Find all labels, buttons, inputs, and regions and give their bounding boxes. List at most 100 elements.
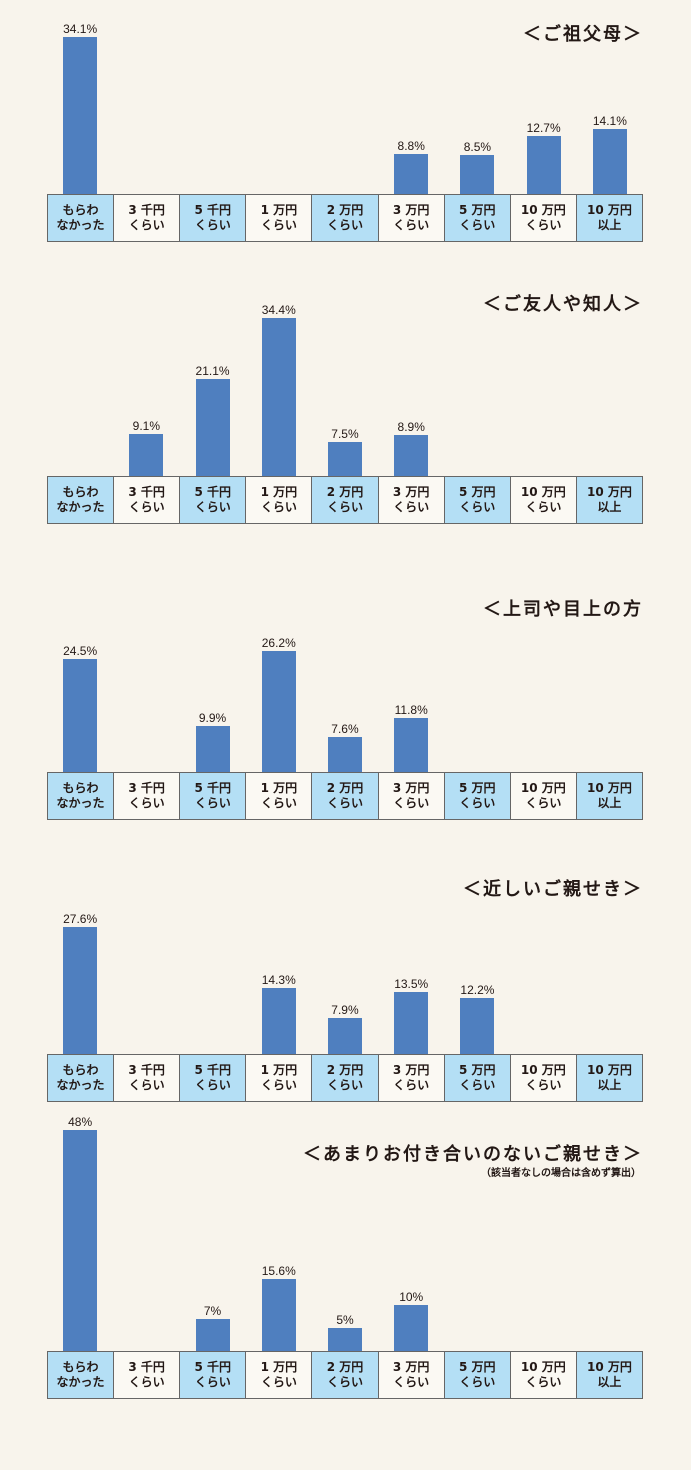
bar <box>327 1328 362 1351</box>
chart-title: ＜上司や目上の方 <box>483 599 643 620</box>
category-label: 2 万円 くらい <box>312 773 379 819</box>
data-label: 8.9% <box>397 420 425 435</box>
category-label: 3 万円 くらい <box>378 477 445 523</box>
category-label: 1 万円 くらい <box>246 477 313 523</box>
bar <box>129 434 164 476</box>
bar <box>261 988 296 1054</box>
bar <box>63 927 98 1054</box>
bar <box>195 1318 230 1351</box>
category-label: 5 万円 くらい <box>444 477 511 523</box>
category-label: 5 千円 くらい <box>180 477 247 523</box>
category-label: 5 千円 くらい <box>180 1055 247 1101</box>
category-label: 5 万円 くらい <box>444 1055 511 1101</box>
category-label: 10 万円 くらい <box>510 773 577 819</box>
bar <box>526 135 561 194</box>
bar <box>63 659 98 772</box>
data-label: 34.1% <box>63 22 98 37</box>
bar <box>394 991 429 1054</box>
category-label: 3 千円 くらい <box>114 195 181 241</box>
bar <box>394 153 429 194</box>
category-label: 10 万円 以上 <box>576 1055 642 1101</box>
bar <box>394 435 429 476</box>
data-label: 27.6% <box>63 912 98 927</box>
data-label: 48% <box>68 1115 93 1130</box>
category-axis: もらわ なかった 3 千円 くらい 5 千円 くらい 1 万円 くらい 2 万円 くらい… <box>47 772 643 820</box>
category-label: 3 千円 くらい <box>114 773 181 819</box>
category-label: 2 万円 くらい <box>312 1055 379 1101</box>
bar <box>327 737 362 772</box>
category-axis: もらわ なかった 3 千円 くらい 5 千円 くらい 1 万円 くらい 2 万円 くらい… <box>47 1054 643 1102</box>
data-label: 12.7% <box>526 120 561 135</box>
category-label: もらわ なかった <box>48 1055 115 1101</box>
category-label: 10 万円 くらい <box>510 195 577 241</box>
bar <box>261 317 296 476</box>
category-label: 10 万円 くらい <box>510 1055 577 1101</box>
chart-5: ＜あまりお付き合いのないご親せき＞ （該当者なしの場合は含めず算出） 48% 7% 15… <box>0 1115 691 1401</box>
category-label: 3 万円 くらい <box>378 773 445 819</box>
data-label: 5% <box>336 1313 354 1327</box>
chart-1: ＜ご祖父母＞ 34.1% 8.8% 8.5% 12.7% 14.1% もらわ なかった 3 千… <box>0 0 691 244</box>
data-label: 9.1% <box>132 419 160 434</box>
data-label: 10% <box>399 1290 424 1304</box>
category-label: 10 万円 くらい <box>510 477 577 523</box>
category-label: もらわ なかった <box>48 195 115 241</box>
data-label: 14.3% <box>261 973 296 988</box>
category-label: 5 万円 くらい <box>444 1352 511 1398</box>
data-label: 15.6% <box>261 1264 296 1279</box>
category-label: 1 万円 くらい <box>246 1352 313 1398</box>
category-label: 5 万円 くらい <box>444 773 511 819</box>
category-label: 10 万円 以上 <box>576 1352 642 1398</box>
data-label: 8.5% <box>463 139 492 154</box>
bar <box>327 1017 362 1054</box>
category-label: 10 万円 くらい <box>510 1352 577 1398</box>
category-label: 1 万円 くらい <box>246 195 313 241</box>
chart-3: ＜上司や目上の方 24.5% 9.9% 26.2% 7.6% 11.8% もらわ なかった 3… <box>0 580 691 822</box>
category-label: 5 千円 くらい <box>180 195 247 241</box>
category-label: 2 万円 くらい <box>312 1352 379 1398</box>
chart-title: ＜ご友人や知人＞ <box>483 294 643 315</box>
category-axis: もらわ なかった 3 千円 くらい 5 千円 くらい 1 万円 くらい 2 万円 くらい… <box>47 476 643 524</box>
category-label: 3 万円 くらい <box>378 1055 445 1101</box>
category-label: 10 万円 以上 <box>576 477 642 523</box>
data-label: 7.6% <box>331 722 359 737</box>
category-label: 10 万円 以上 <box>576 773 642 819</box>
chart-title: ＜近しいご親せき＞ <box>463 879 643 900</box>
category-label: 2 万円 くらい <box>312 195 379 241</box>
category-label: 3 万円 くらい <box>378 195 445 241</box>
bar <box>261 1279 296 1351</box>
category-label: もらわ なかった <box>48 1352 115 1398</box>
category-label: 5 千円 くらい <box>180 1352 247 1398</box>
category-axis: もらわ なかった 3 千円 くらい 5 千円 くらい 1 万円 くらい 2 万円 くらい… <box>47 1351 643 1399</box>
data-label: 8.8% <box>397 138 425 153</box>
category-axis: もらわ なかった 3 千円 くらい 5 千円 くらい 1 万円 くらい 2 万円 くらい… <box>47 194 643 242</box>
data-label: 7.9% <box>331 1002 359 1017</box>
chart-note: （該当者なしの場合は含めず算出） <box>481 1168 641 1179</box>
bar <box>63 1130 98 1351</box>
data-label: 14.1% <box>592 114 627 129</box>
data-label: 7% <box>203 1303 222 1318</box>
category-label: 3 千円 くらい <box>114 477 181 523</box>
bar <box>592 129 627 194</box>
bar <box>195 378 230 476</box>
category-label: もらわ なかった <box>48 477 115 523</box>
bar <box>394 717 429 772</box>
bar <box>460 154 495 194</box>
bar <box>327 441 362 476</box>
data-label: 13.5% <box>394 976 429 991</box>
data-label: 26.2% <box>261 636 296 651</box>
bar <box>460 997 495 1054</box>
category-label: 1 万円 くらい <box>246 773 313 819</box>
category-label: 10 万円 以上 <box>576 195 642 241</box>
data-label: 9.9% <box>198 711 227 726</box>
data-label: 12.2% <box>460 982 495 997</box>
category-label: 3 千円 くらい <box>114 1055 181 1101</box>
category-label: 3 千円 くらい <box>114 1352 181 1398</box>
data-label: 34.4% <box>261 302 296 317</box>
bar <box>261 651 296 772</box>
data-label: 21.1% <box>195 363 230 378</box>
category-label: もらわ なかった <box>48 773 115 819</box>
chart-2: ＜ご友人や知人＞ 9.1% 21.1% 34.4% 7.5% 8.9% もらわ なかった 3 … <box>0 280 691 526</box>
category-label: 5 千円 くらい <box>180 773 247 819</box>
category-label: 2 万円 くらい <box>312 477 379 523</box>
category-label: 1 万円 くらい <box>246 1055 313 1101</box>
